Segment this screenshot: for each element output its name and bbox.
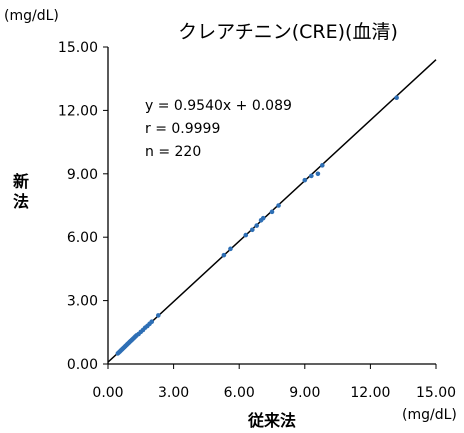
y-tick-label: 0.00 (67, 357, 98, 373)
data-point (276, 203, 281, 208)
chart-title: クレアチニン(CRE)(血清) (178, 21, 398, 43)
data-point (319, 163, 325, 168)
data-point (228, 246, 233, 252)
y-axis-title-char: 新 (12, 172, 29, 191)
x-tick-label: 9.00 (289, 385, 320, 401)
data-point (250, 227, 255, 233)
data-point (155, 313, 161, 318)
data-point (394, 95, 399, 101)
axes (107, 47, 436, 365)
y-axis-title-char: 法 (12, 192, 29, 211)
y-tick-label: 15.00 (58, 40, 98, 56)
r-value-label: r = 0.9999 (145, 121, 220, 137)
data-point (315, 171, 321, 177)
data-point (149, 319, 155, 325)
y-axis-title-text: 新法 (10, 172, 32, 212)
x-tick-label: 15.00 (416, 385, 456, 401)
x-tick-label: 12.00 (350, 385, 390, 401)
y-tick-label: 6.00 (67, 230, 98, 246)
x-tick-label: 0.00 (92, 385, 123, 401)
data-point (260, 215, 266, 221)
y-axis-title: 新法 (10, 172, 32, 212)
y-tick-label: 9.00 (67, 167, 98, 183)
x-tick-label: 3.00 (158, 385, 189, 401)
data-point (302, 177, 308, 183)
y-unit-label: (mg/dL) (4, 8, 59, 24)
x-tick-label: 6.00 (224, 385, 255, 401)
data-points (115, 95, 399, 356)
equation-label: y = 0.9540x + 0.089 (145, 98, 292, 114)
x-axis-title: 従来法 (247, 411, 296, 430)
data-point (309, 173, 314, 179)
n-count-label: n = 220 (145, 144, 201, 160)
data-point (269, 209, 275, 215)
data-point (254, 223, 259, 228)
y-tick-label: 12.00 (58, 103, 98, 119)
data-point (243, 232, 249, 238)
data-point (221, 252, 227, 258)
y-tick-label: 3.00 (67, 294, 98, 310)
x-unit-label: (mg/dL) (402, 407, 457, 423)
ticks: 0.00 3.00 6.00 9.00 12.00 15.00 0.00 3.00 6.00 9.… (58, 40, 456, 401)
